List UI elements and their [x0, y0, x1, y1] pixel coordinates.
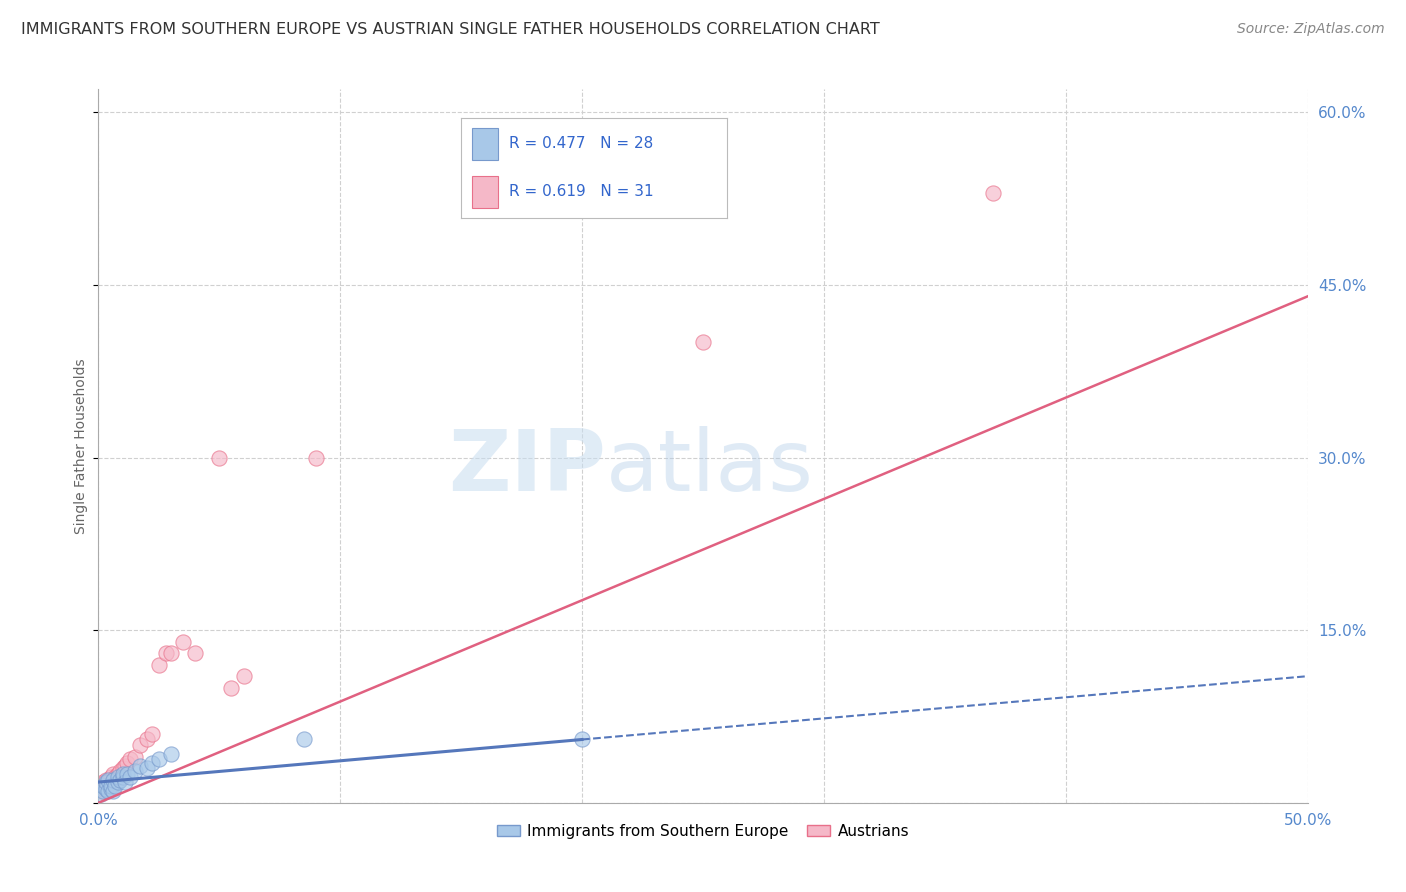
Point [141, 756, 163, 770]
Point [91, 784, 114, 798]
Point [100, 771, 122, 785]
Point [111, 761, 134, 775]
Point [117, 767, 139, 781]
Point [97, 772, 120, 787]
Point [571, 732, 593, 747]
Point [107, 775, 129, 789]
Point [108, 772, 131, 787]
Y-axis label: Single Father Households: Single Father Households [75, 359, 89, 533]
Point [94, 782, 117, 797]
Point [107, 771, 129, 785]
Point [118, 752, 141, 766]
Text: ZIP: ZIP [449, 425, 606, 509]
Point [135, 761, 157, 775]
Point [94, 775, 117, 789]
Point [114, 759, 136, 773]
Point [111, 771, 134, 785]
Point [91, 779, 114, 793]
Text: atlas: atlas [606, 425, 814, 509]
Point [114, 775, 136, 789]
Point [221, 681, 243, 695]
Text: Source: ZipAtlas.com: Source: ZipAtlas.com [1237, 22, 1385, 37]
Point [148, 752, 170, 766]
Legend: Immigrants from Southern Europe, Austrians: Immigrants from Southern Europe, Austria… [491, 818, 915, 845]
Point [101, 767, 124, 781]
Point [101, 772, 124, 787]
Point [692, 335, 714, 350]
Point [124, 749, 146, 764]
Point [104, 779, 127, 793]
Point [101, 784, 124, 798]
Point [117, 756, 139, 770]
Point [292, 732, 315, 747]
Text: IMMIGRANTS FROM SOUTHERN EUROPE VS AUSTRIAN SINGLE FATHER HOUSEHOLDS CORRELATION: IMMIGRANTS FROM SOUTHERN EUROPE VS AUSTR… [21, 22, 880, 37]
Point [111, 767, 134, 781]
Point [160, 646, 183, 660]
Point [97, 784, 120, 798]
Point [141, 727, 163, 741]
Point [128, 759, 150, 773]
Point [91, 782, 114, 797]
Point [124, 764, 146, 778]
Point [172, 634, 194, 648]
Point [101, 772, 124, 787]
Point [100, 782, 122, 797]
Point [100, 779, 122, 793]
Point [91, 775, 114, 789]
Point [90, 787, 112, 801]
Point [305, 450, 328, 465]
Point [104, 771, 127, 785]
Point [90, 784, 112, 798]
Point [118, 771, 141, 785]
Point [148, 657, 170, 672]
Point [128, 738, 150, 752]
Point [232, 669, 254, 683]
Point [208, 450, 231, 465]
Point [107, 767, 129, 781]
Point [135, 732, 157, 747]
Point [94, 779, 117, 793]
Point [981, 186, 1004, 200]
Point [155, 646, 177, 660]
Point [108, 764, 131, 778]
Point [184, 646, 207, 660]
Point [94, 772, 117, 787]
Point [97, 775, 120, 789]
Point [160, 747, 183, 762]
